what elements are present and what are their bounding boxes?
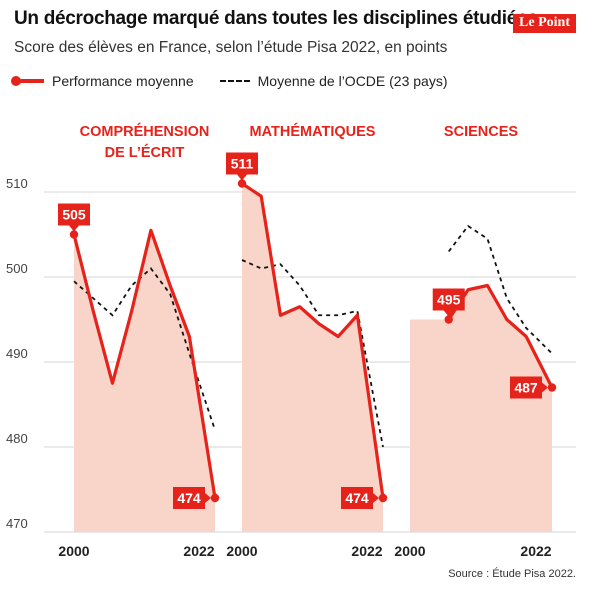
performance-line (72, 228, 217, 500)
panel-3: 495 487 SCIENCES 2000 2022 (394, 124, 557, 559)
panel-1: 505 474 COMPRÉHENSION DE L’ÉCRIT 2000 2022 (58, 123, 220, 559)
ocde-average-line (241, 259, 384, 448)
y-tick-label: 510 (6, 176, 28, 191)
legend-dashed-label: Moyenne de l’OCDE (23 pays) (257, 73, 448, 89)
data-point (237, 179, 247, 188)
value-label: 487 (514, 380, 538, 396)
value-label: 474 (177, 490, 201, 506)
panel-title: SCIENCES (444, 124, 518, 140)
x-tick-label: 2022 (351, 543, 382, 559)
chart-subtitle: Score des élèves en France, selon l’étud… (14, 39, 448, 56)
callout-pointer (69, 225, 79, 232)
legend-dashed-line-icon (219, 80, 250, 82)
source-note: Source : Étude Pisa 2022. (448, 568, 576, 580)
value-callout (341, 487, 373, 509)
y-tick-label: 490 (6, 346, 28, 361)
callout-pointer (237, 174, 247, 181)
data-point (69, 230, 79, 239)
value-label: 505 (62, 207, 86, 223)
y-tick-label: 480 (6, 431, 28, 446)
performance-line (240, 181, 385, 500)
callout-pointer (542, 382, 548, 393)
legend-solid-line-icon (11, 76, 44, 86)
value-callout (432, 288, 465, 311)
data-point (547, 383, 557, 392)
data-point (378, 493, 388, 503)
performance-area (74, 230, 215, 532)
value-label: 511 (231, 156, 254, 172)
performance-area (410, 285, 552, 532)
legend-solid-label: Performance moyenne (52, 73, 194, 89)
x-tick-label: 2022 (183, 543, 214, 559)
callout-pointer (205, 493, 211, 503)
callout-pointer (373, 493, 379, 503)
callout-pointer (443, 310, 454, 317)
value-callout (510, 376, 542, 399)
panel-title: MATHÉMATIQUES (250, 123, 376, 140)
y-tick-label: 470 (6, 516, 28, 531)
value-callout (226, 152, 258, 175)
x-tick-label: 2000 (58, 543, 89, 559)
panel-title: DE L’ÉCRIT (105, 144, 185, 161)
ocde-average-line (448, 224, 553, 355)
value-callout (58, 203, 90, 226)
x-tick-label: 2000 (226, 543, 257, 559)
performance-line (447, 283, 554, 390)
data-point (210, 493, 220, 503)
value-label: 474 (345, 490, 369, 506)
x-tick-label: 2000 (394, 543, 425, 559)
legend: Performance moyenne Moyenne de l’OCDE (2… (11, 73, 448, 89)
le-point-logo: Le Point (513, 14, 576, 33)
data-point (444, 315, 453, 324)
value-callout (173, 487, 205, 509)
panel-2: 511 474 MATHÉMATIQUES 2000 2022 (226, 123, 388, 559)
chart-title: Un décrochage marqué dans toutes les dis… (14, 8, 538, 29)
panel-title: COMPRÉHENSION (80, 123, 210, 140)
y-tick-label: 500 (6, 261, 28, 276)
value-label: 495 (437, 292, 461, 308)
performance-area (242, 183, 383, 532)
x-tick-label: 2022 (520, 543, 551, 559)
